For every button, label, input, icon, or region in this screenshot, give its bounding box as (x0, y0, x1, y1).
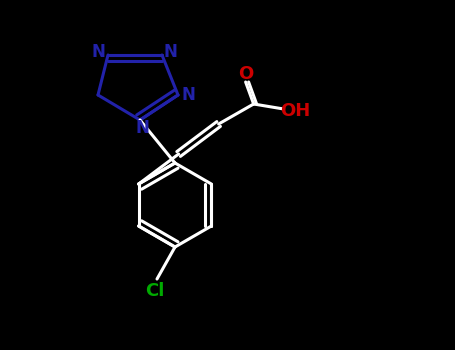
Text: OH: OH (280, 102, 311, 120)
Text: Cl: Cl (145, 282, 165, 300)
Text: N: N (181, 86, 195, 104)
Text: N: N (91, 43, 105, 61)
Text: N: N (135, 119, 149, 137)
Text: O: O (238, 65, 253, 83)
Text: N: N (163, 43, 177, 61)
